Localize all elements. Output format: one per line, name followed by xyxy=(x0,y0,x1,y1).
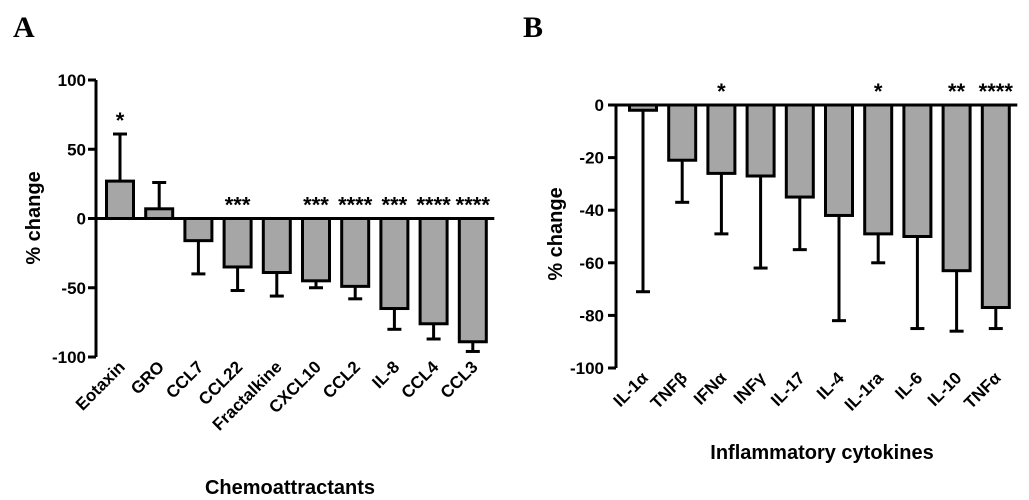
chart-a-ytick-label: -100 xyxy=(52,348,86,367)
chart-a-bar xyxy=(261,217,292,275)
chart-b-category-label: INFγ xyxy=(730,368,770,408)
chart-b-significance-label: **** xyxy=(979,79,1014,104)
chart-a-bar xyxy=(144,207,175,220)
chart-a-ytick-label: -50 xyxy=(61,279,86,298)
chart-b-bar xyxy=(863,103,894,236)
chart-a-category-label: CCL2 xyxy=(319,357,364,402)
chart-b-category-label: IL-1α xyxy=(610,368,653,411)
chart-a: 100500-50-100Eotaxin*GROCCL7CCL22***Frac… xyxy=(52,71,495,434)
chart-b-category-label: TNFα xyxy=(960,368,1005,413)
chart-b-xlabel: Inflammatory cytokines xyxy=(710,442,933,464)
chart-a-category-label: CCL4 xyxy=(398,357,443,402)
chart-a-significance-label: **** xyxy=(338,193,373,218)
chart-b-bar xyxy=(745,103,776,178)
chart-b-ytick-label: -20 xyxy=(579,149,604,168)
chart-b-bar xyxy=(980,103,1011,310)
chart-b-category-label: IL-17 xyxy=(767,368,808,409)
chart-a-bar xyxy=(105,179,135,220)
chart-b-category-label: IL-6 xyxy=(891,368,926,403)
chart-b-category-label: IL-10 xyxy=(924,368,965,409)
chart-a-bar xyxy=(457,217,488,344)
chart-a-bar xyxy=(418,217,449,326)
chart-a-ytick-label: 50 xyxy=(67,140,86,159)
chart-a-category-label: GRO xyxy=(127,357,168,398)
chart-b-bar xyxy=(667,103,698,162)
chart-b-ytick-label: -40 xyxy=(579,201,604,220)
chart-b-ylabel: % change xyxy=(545,187,567,280)
chart-a-bar xyxy=(301,217,331,283)
chart-b-ytick-label: 0 xyxy=(595,96,604,115)
chart-a-bar xyxy=(222,217,253,269)
chart-b-bar xyxy=(628,103,658,112)
chart-a-bar xyxy=(340,217,371,288)
chart-a-ytick-label: 0 xyxy=(77,210,86,229)
chart-b-bar xyxy=(824,103,854,217)
chart-a-significance-label: * xyxy=(116,108,125,133)
chart-b-ytick-label: -80 xyxy=(579,306,604,325)
chart-b-bar xyxy=(902,103,933,238)
chart-b-ytick-label: -60 xyxy=(579,254,604,273)
chart-a-significance-label: *** xyxy=(225,193,251,218)
chart-b-bar xyxy=(706,103,737,175)
chart-b-ytick-label: -100 xyxy=(570,359,604,378)
chart-b-bar xyxy=(784,103,815,199)
panel-b-letter: B xyxy=(523,11,543,44)
chart-a-bar xyxy=(183,217,214,243)
chart-a-significance-label: **** xyxy=(456,193,491,218)
panel-a-letter: A xyxy=(13,11,35,44)
chart-b-category-label: IFNα xyxy=(690,368,731,409)
chart-a-category-label: CCL3 xyxy=(437,357,482,402)
chart-a-xlabel: Chemoattractants xyxy=(205,477,375,499)
chart-b-category-label: IL-1ra xyxy=(841,368,888,415)
chart-b-significance-label: ** xyxy=(948,79,966,104)
chart-b-significance-label: * xyxy=(717,79,726,104)
chart-a-category-label: IL-8 xyxy=(368,357,403,392)
chart-a-ylabel: % change xyxy=(23,171,45,264)
chart-a-bar xyxy=(379,217,410,311)
chart-b-category-label: TNFβ xyxy=(647,368,691,412)
chart-a-significance-label: *** xyxy=(382,193,408,218)
chart-b-significance-label: * xyxy=(874,79,883,104)
chart-a-ytick-label: 100 xyxy=(58,71,86,90)
chart-a-significance-label: **** xyxy=(416,193,451,218)
chart-b-bar xyxy=(941,103,972,273)
chart-a-significance-label: *** xyxy=(303,193,329,218)
